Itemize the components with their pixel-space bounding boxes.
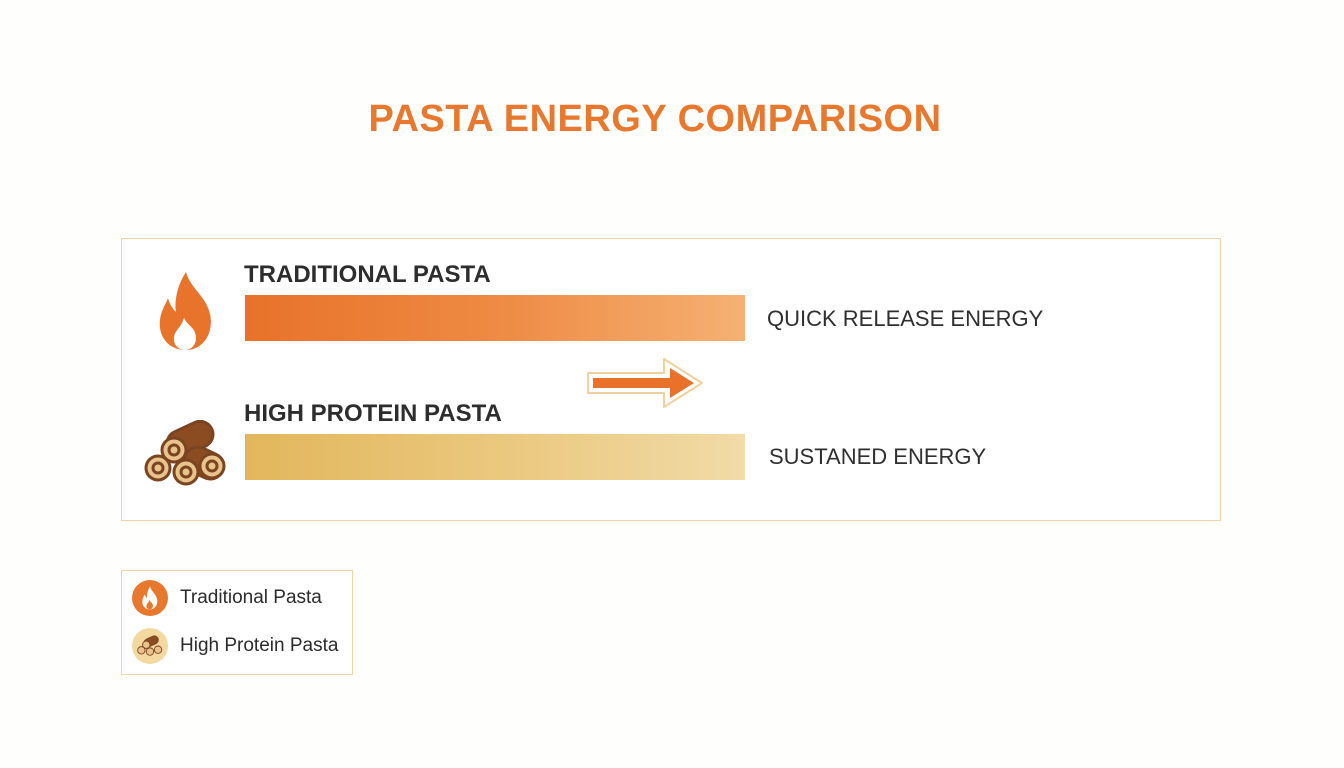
- row-label-high-protein: HIGH PROTEIN PASTA: [244, 400, 502, 427]
- legend-label: High Protein Pasta: [180, 635, 339, 656]
- logs-icon: [144, 420, 226, 486]
- legend: Traditional Pasta High Protein Pasta: [121, 570, 353, 675]
- logs-icon: [132, 628, 168, 664]
- flame-icon: [159, 272, 211, 350]
- row-description-traditional: QUICK RELEASE ENERGY: [767, 306, 1044, 331]
- legend-label: Traditional Pasta: [180, 587, 322, 608]
- arrow-right-icon: [587, 358, 703, 408]
- flame-icon: [132, 580, 168, 616]
- legend-item-traditional: Traditional Pasta: [132, 580, 322, 616]
- energy-bar-high-protein: [245, 434, 745, 480]
- legend-item-high-protein: High Protein Pasta: [132, 628, 338, 664]
- row-description-high-protein: SUSTANED ENERGY: [769, 444, 987, 469]
- energy-bar-traditional: [245, 295, 745, 341]
- page-title: PASTA ENERGY COMPARISON: [368, 98, 942, 140]
- row-label-traditional: TRADITIONAL PASTA: [244, 261, 491, 288]
